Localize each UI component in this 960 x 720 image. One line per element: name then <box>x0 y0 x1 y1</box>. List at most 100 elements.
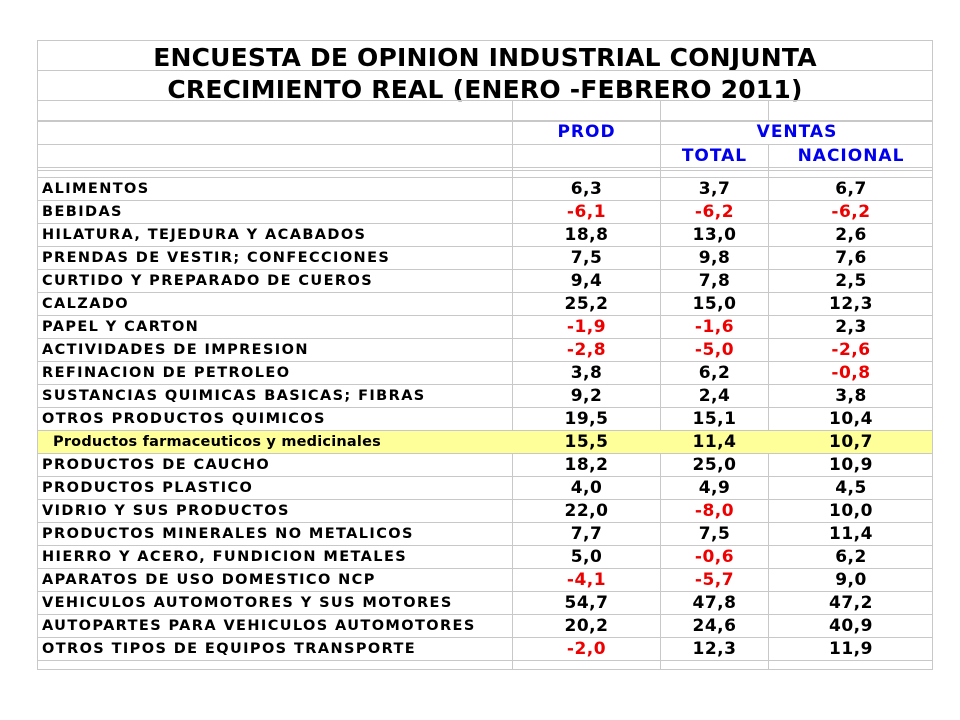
row-label: CALZADO <box>42 296 130 312</box>
row-label: VEHICULOS AUTOMOTORES Y SUS MOTORES <box>42 595 453 611</box>
cell-prod: -2,0 <box>566 639 607 659</box>
cell-nacional: 10,4 <box>829 409 873 429</box>
grid-line <box>38 144 932 145</box>
row-label: CURTIDO Y PREPARADO DE CUEROS <box>42 273 374 289</box>
grid-line <box>38 121 932 122</box>
grid-line <box>38 100 932 101</box>
grid-line <box>38 167 932 168</box>
table-row: PAPEL Y CARTON -1,9 -1,6 2,3 <box>38 315 932 338</box>
row-label: BEBIDAS <box>42 204 123 220</box>
table-row: PRENDAS DE VESTIR; CONFECCIONES 7,5 9,8 7,6 <box>38 246 932 269</box>
row-label: PAPEL Y CARTON <box>42 319 200 335</box>
cell-total: 24,6 <box>692 616 737 636</box>
cell-prod: -6,1 <box>566 202 607 222</box>
cell-nacional: 10,0 <box>829 501 873 521</box>
cell-prod: 15,5 <box>564 432 609 452</box>
cell-total: 15,1 <box>692 409 737 429</box>
table-row: Productos farmaceuticos y medicinales 15,… <box>38 430 932 453</box>
cell-nacional: 11,4 <box>829 524 873 544</box>
cell-prod: 19,5 <box>564 409 609 429</box>
table-row: PRODUCTOS PLASTICO 4,0 4,9 4,5 <box>38 476 932 499</box>
cell-total: 7,5 <box>698 524 731 544</box>
cell-prod: -2,8 <box>566 340 607 360</box>
cell-nacional: 2,3 <box>835 317 867 337</box>
cell-nacional: 2,5 <box>835 271 867 291</box>
cell-nacional: 12,3 <box>829 294 873 314</box>
row-label: VIDRIO Y SUS PRODUCTOS <box>42 503 290 519</box>
cell-prod: 22,0 <box>564 501 609 521</box>
row-label: REFINACION DE PETROLEO <box>42 365 291 381</box>
cell-nacional: 10,7 <box>829 432 873 452</box>
row-label: PRODUCTOS MINERALES NO METALICOS <box>42 526 414 542</box>
cell-total: 13,0 <box>692 225 737 245</box>
table-row: ACTIVIDADES DE IMPRESION -2,8 -5,0 -2,6 <box>38 338 932 361</box>
cell-prod: 20,2 <box>564 616 609 636</box>
cell-total: -5,7 <box>694 570 735 590</box>
table-row: OTROS PRODUCTOS QUIMICOS 19,5 15,1 10,4 <box>38 407 932 430</box>
row-label: ALIMENTOS <box>42 181 150 197</box>
cell-total: 15,0 <box>692 294 737 314</box>
row-label: OTROS PRODUCTOS QUIMICOS <box>42 411 326 427</box>
cell-total: 11,4 <box>692 432 737 452</box>
row-label: ACTIVIDADES DE IMPRESION <box>42 342 309 358</box>
cell-nacional: -0,8 <box>831 363 871 383</box>
table-row: REFINACION DE PETROLEO 3,8 6,2 -0,8 <box>38 361 932 384</box>
cell-nacional: 9,0 <box>835 570 867 590</box>
table-row: OTROS TIPOS DE EQUIPOS TRANSPORTE -2,0 12,… <box>38 637 932 660</box>
title-line-2: CRECIMIENTO REAL (ENERO -FEBRERO 2011) <box>167 75 803 104</box>
table-row: HIERRO Y ACERO, FUNDICION METALES 5,0 -0,6… <box>38 545 932 568</box>
cell-nacional: 47,2 <box>829 593 873 613</box>
table-body: ALIMENTOS 6,3 3,7 6,7 BEBIDAS -6,1 -6,2 -6,2 HIL… <box>38 177 932 672</box>
table-row: ALIMENTOS 6,3 3,7 6,7 <box>38 177 932 200</box>
cell-total: -6,2 <box>694 202 735 222</box>
row-label: SUSTANCIAS QUIMICAS BASICAS; FIBRAS <box>42 388 426 404</box>
cell-nacional: 4,5 <box>835 478 867 498</box>
cell-nacional: 6,7 <box>835 179 867 199</box>
cell-prod: 25,2 <box>564 294 609 314</box>
cell-total: 47,8 <box>692 593 737 613</box>
cell-total: 7,8 <box>698 271 731 291</box>
grid-line <box>38 70 932 71</box>
cell-total: -5,0 <box>694 340 735 360</box>
cell-nacional: -6,2 <box>831 202 871 222</box>
table-row: AUTOPARTES PARA VEHICULOS AUTOMOTORES 20,… <box>38 614 932 637</box>
cell-total: -1,6 <box>694 317 735 337</box>
table-row: SUSTANCIAS QUIMICAS BASICAS; FIBRAS 9,2 2,… <box>38 384 932 407</box>
row-label: PRENDAS DE VESTIR; CONFECCIONES <box>42 250 391 266</box>
table-row: HILATURA, TEJEDURA Y ACABADOS 18,8 13,0 2,6 <box>38 223 932 246</box>
cell-nacional: 6,2 <box>835 547 867 567</box>
cell-prod: 3,8 <box>570 363 603 383</box>
cell-prod: 9,4 <box>570 271 603 291</box>
cell-prod: 18,8 <box>564 225 609 245</box>
table-row: VIDRIO Y SUS PRODUCTOS 22,0 -8,0 10,0 <box>38 499 932 522</box>
cell-prod: 7,5 <box>570 248 603 268</box>
cell-nacional: 10,9 <box>829 455 873 475</box>
grid-line <box>38 170 932 171</box>
cell-nacional: 2,6 <box>835 225 867 245</box>
cell-nacional: -2,6 <box>831 340 871 360</box>
row-label: PRODUCTOS DE CAUCHO <box>42 457 271 473</box>
cell-nacional: 7,6 <box>835 248 867 268</box>
header-total: TOTAL <box>681 146 748 166</box>
cell-nacional: 3,8 <box>835 386 867 406</box>
row-label: HILATURA, TEJEDURA Y ACABADOS <box>42 227 367 243</box>
cell-total: 9,8 <box>698 248 731 268</box>
grid-line <box>768 100 769 121</box>
table-row: BEBIDAS -6,1 -6,2 -6,2 <box>38 200 932 223</box>
cell-prod: 6,3 <box>570 179 603 199</box>
table-row: CURTIDO Y PREPARADO DE CUEROS 9,4 7,8 2,5 <box>38 269 932 292</box>
table-row-empty <box>38 660 932 672</box>
cell-total: 2,4 <box>698 386 731 406</box>
row-label: OTROS TIPOS DE EQUIPOS TRANSPORTE <box>42 641 417 657</box>
header-nacional: NACIONAL <box>797 146 905 166</box>
cell-total: 6,2 <box>698 363 731 383</box>
table-row: APARATOS DE USO DOMESTICO NCP -4,1 -5,7 9,0 <box>38 568 932 591</box>
table-row: VEHICULOS AUTOMOTORES Y SUS MOTORES 54,7 4… <box>38 591 932 614</box>
cell-prod: 18,2 <box>564 455 609 475</box>
cell-prod: 5,0 <box>570 547 603 567</box>
grid-line <box>512 100 513 670</box>
cell-prod: 4,0 <box>570 478 603 498</box>
spreadsheet-table: ENCUESTA DE OPINION INDUSTRIAL CONJUNTA … <box>37 40 933 670</box>
cell-prod: -4,1 <box>566 570 607 590</box>
cell-total: -8,0 <box>694 501 735 521</box>
